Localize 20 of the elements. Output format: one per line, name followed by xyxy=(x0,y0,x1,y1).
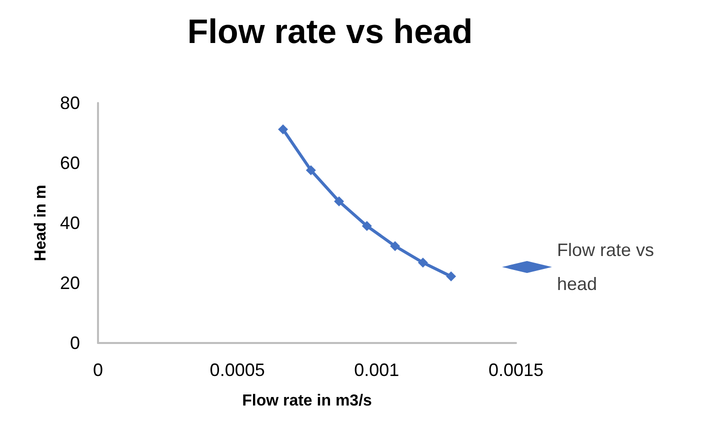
y-tick-label: 0 xyxy=(70,333,80,353)
x-tick-label: 0.0015 xyxy=(488,360,544,380)
y-tick-label: 60 xyxy=(60,153,80,173)
y-axis-title: Head in m xyxy=(32,184,50,262)
point xyxy=(390,241,400,252)
x-tick-label: 0.001 xyxy=(354,360,400,380)
point xyxy=(362,221,372,231)
point xyxy=(334,196,344,206)
x-axis-title: Flow rate in m3/s xyxy=(242,392,372,410)
point xyxy=(446,271,456,282)
y-tick-label: 40 xyxy=(60,213,80,233)
y-tick-label: 80 xyxy=(60,93,80,113)
point xyxy=(306,165,316,176)
y-tick-label: 20 xyxy=(60,273,80,293)
point xyxy=(418,258,428,268)
x-tick-label: 0 xyxy=(92,360,104,380)
chart-title: Flow rate vs head xyxy=(187,13,473,51)
x-tick-label: 0.0005 xyxy=(210,360,265,380)
legend-label: Flow rate vs head xyxy=(557,240,660,294)
point xyxy=(278,124,288,134)
